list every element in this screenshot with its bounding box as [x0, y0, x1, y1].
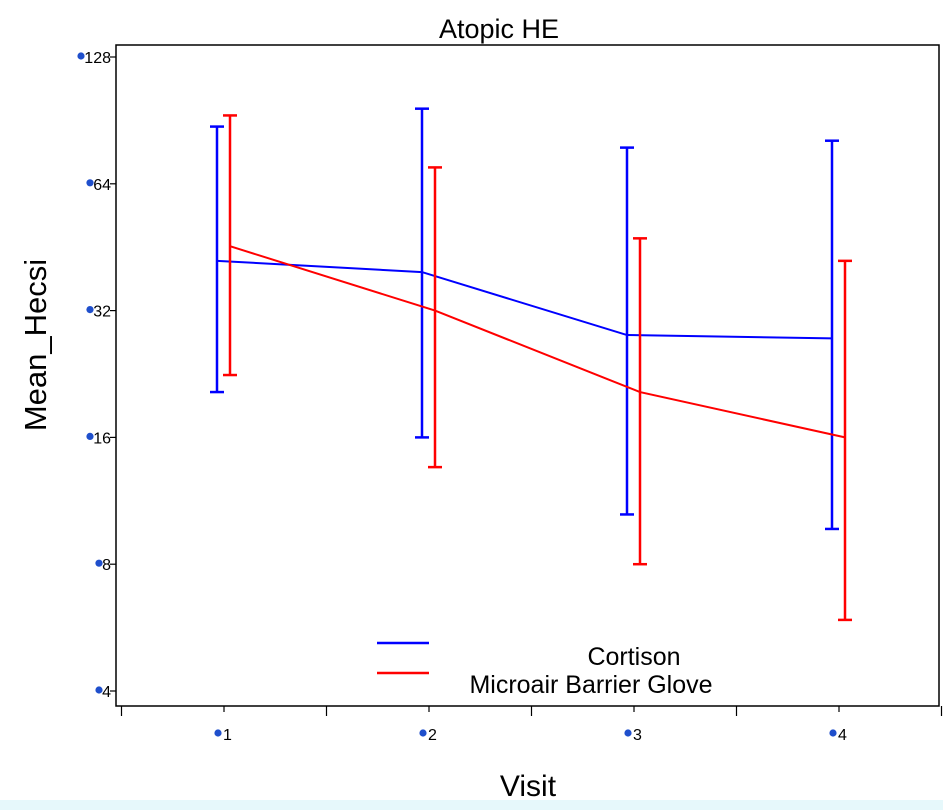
y-tick-label: 128: [84, 50, 111, 67]
legend-label: Cortison: [587, 643, 680, 671]
series-line: [229, 245, 846, 439]
y-axis-label: Mean_Hecsi: [18, 259, 53, 431]
x-tick-dot: [624, 729, 632, 737]
bottom-strip: [0, 800, 943, 810]
x-tick-dot: [419, 729, 427, 737]
y-tick-dot: [86, 432, 94, 440]
x-axis: 1 2 3 4: [120, 706, 943, 744]
series-layer: [210, 107, 852, 622]
y-tick-dot: [95, 559, 103, 567]
y-tick-dot: [95, 686, 103, 694]
y-tick-dot: [77, 52, 85, 60]
x-tick-dot: [214, 729, 222, 737]
y-tick-dot: [86, 306, 94, 314]
y-axis: 4 8 16 32 64 128: [77, 50, 116, 701]
x-tick-label: 3: [633, 727, 642, 744]
legend-label: Microair Barrier Glove: [469, 671, 712, 699]
x-tick-label: 1: [223, 727, 232, 744]
x-tick-label: 4: [838, 727, 847, 744]
y-tick-label: 64: [93, 177, 111, 194]
plot-frame: [115, 44, 940, 707]
series-line: [216, 259, 833, 340]
y-tick-label: 8: [102, 557, 111, 574]
chart-title: Atopic HE: [439, 14, 559, 44]
y-tick-dot: [86, 179, 94, 187]
x-tick-dot: [829, 729, 837, 737]
y-tick-label: 4: [102, 684, 111, 701]
x-tick-label: 2: [428, 727, 437, 744]
x-axis-label: Visit: [500, 770, 557, 800]
y-tick-label: 32: [93, 304, 111, 321]
y-tick-label: 16: [93, 430, 111, 447]
